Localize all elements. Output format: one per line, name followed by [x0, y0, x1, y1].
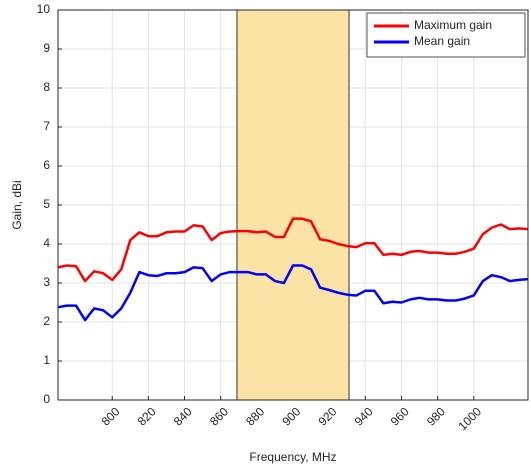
legend-box — [366, 12, 526, 58]
x-tick-label: 840 — [171, 404, 195, 428]
x-tick-label: 880 — [243, 404, 267, 428]
y-tick-label: 6 — [43, 158, 50, 172]
y-tick-label: 2 — [43, 314, 50, 328]
legend-label: Maximum gain — [414, 18, 492, 32]
y-tick-label: 1 — [43, 353, 50, 367]
x-tick-label: 1000 — [455, 404, 484, 433]
x-tick-label: 960 — [388, 404, 412, 428]
x-tick-label: 940 — [352, 404, 376, 428]
y-tick-label: 5 — [43, 197, 50, 211]
y-tick-label: 4 — [43, 236, 50, 250]
y-tick-label: 10 — [37, 2, 51, 16]
x-tick-label: 920 — [315, 404, 339, 428]
y-tick-label: 9 — [43, 41, 50, 55]
highlight-band — [236, 9, 350, 401]
x-tick-label: 860 — [207, 404, 231, 428]
series-line — [57, 264, 529, 322]
x-tick-label: 980 — [424, 404, 448, 428]
y-tick-label: 3 — [43, 275, 50, 289]
y-axis-label: Gain, dBi — [10, 180, 24, 229]
x-tick-label: 900 — [279, 404, 303, 428]
y-tick-label: 8 — [43, 80, 50, 94]
series-line — [57, 217, 529, 283]
legend-label: Mean gain — [414, 34, 470, 48]
y-tick-label: 0 — [43, 392, 50, 406]
x-tick-label: 820 — [135, 404, 159, 428]
x-axis-label: Frequency, MHz — [249, 450, 336, 464]
legend: Maximum gain Mean gain — [366, 12, 526, 58]
x-tick-label: 800 — [99, 404, 123, 428]
y-tick-label: 7 — [43, 119, 50, 133]
plot-frame — [57, 9, 529, 401]
